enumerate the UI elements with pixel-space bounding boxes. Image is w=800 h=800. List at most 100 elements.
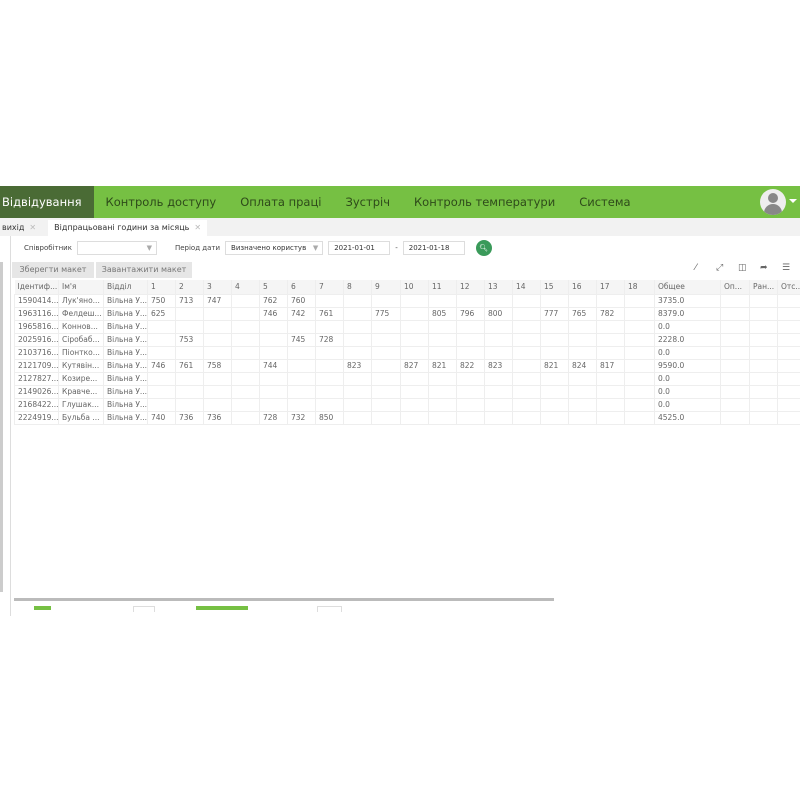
- table-cell: 822: [456, 358, 485, 373]
- column-header[interactable]: 1: [147, 280, 176, 294]
- table-cell: [540, 319, 569, 334]
- table-cell: [720, 345, 750, 360]
- table-cell: [456, 319, 485, 334]
- table-row[interactable]: 2025916... Сіробаб... Вільна У... 753 745 728…: [14, 332, 800, 347]
- table-cell: [231, 384, 260, 399]
- table-cell: Вільна У...: [103, 306, 148, 321]
- table-cell: [315, 384, 344, 399]
- table-cell: [624, 319, 655, 334]
- chevron-down-icon[interactable]: [789, 199, 797, 207]
- date-from-input[interactable]: 2021-01-01: [328, 241, 391, 255]
- tab-monthly-hours[interactable]: Відпрацьовані години за місяць ✕: [48, 220, 208, 236]
- table-row[interactable]: 1963116... Фелдеш... Вільна У... 625 746 742 7…: [14, 306, 800, 321]
- table-cell: 625: [147, 306, 176, 321]
- nav-meeting[interactable]: Зустріч: [345, 195, 391, 209]
- table-cell: 736: [203, 410, 232, 425]
- left-scrollbar[interactable]: [0, 262, 3, 592]
- table-row[interactable]: 2168422... Глушак... Вільна У... 0.0: [14, 397, 800, 412]
- nav-attendance[interactable]: Відвідування: [0, 186, 94, 218]
- user-avatar-icon[interactable]: [760, 189, 786, 215]
- table-cell: 746: [147, 358, 176, 373]
- table-row[interactable]: 1590414... Лук'яно... Вільна У... 750 713 747…: [14, 293, 800, 308]
- tab-exit[interactable]: вихід ✕: [0, 220, 42, 236]
- save-layout-button[interactable]: Зберегти макет: [12, 262, 94, 278]
- column-header[interactable]: 13: [484, 280, 513, 294]
- table-cell: [287, 397, 316, 412]
- table-cell: [287, 319, 316, 334]
- nav-payroll[interactable]: Оплата праці: [240, 195, 322, 209]
- column-header[interactable]: 6: [287, 280, 316, 294]
- table-cell: [540, 371, 569, 386]
- close-icon[interactable]: ✕: [29, 223, 37, 232]
- table-cell: [596, 397, 625, 412]
- table-cell: [343, 332, 372, 347]
- settings-sliders-icon[interactable]: ☰: [782, 263, 791, 273]
- table-row[interactable]: 2121709... Кутявін... Вільна У... 746 761 758…: [14, 358, 800, 373]
- table-row[interactable]: 2149026... Кравче... Вільна У... 0.0: [14, 384, 800, 399]
- table-cell: 2224919...: [14, 410, 59, 425]
- column-header[interactable]: 11: [428, 280, 457, 294]
- column-header[interactable]: Ран...: [749, 280, 778, 294]
- table-cell: [720, 384, 750, 399]
- nav-access-control[interactable]: Контроль доступу: [105, 195, 217, 209]
- column-header[interactable]: 17: [596, 280, 625, 294]
- column-header[interactable]: 8: [343, 280, 372, 294]
- column-header[interactable]: 4: [231, 280, 260, 294]
- column-header[interactable]: 9: [371, 280, 401, 294]
- table-row[interactable]: 1965816... Коннов... Вільна У... 0.0: [14, 319, 800, 334]
- table-cell: 732: [287, 410, 316, 425]
- table-cell: 9590.0: [654, 358, 721, 373]
- column-header[interactable]: 12: [456, 280, 485, 294]
- table-cell: [231, 371, 260, 386]
- date-to-input[interactable]: 2021-01-18: [402, 241, 465, 255]
- column-header[interactable]: 5: [259, 280, 288, 294]
- nav-temperature-control[interactable]: Контроль температури: [414, 195, 556, 209]
- nav-system[interactable]: Система: [579, 195, 631, 209]
- table-cell: 746: [259, 306, 288, 321]
- close-icon[interactable]: ✕: [194, 223, 202, 232]
- table-cell: [596, 410, 625, 425]
- page-size-select[interactable]: [317, 606, 342, 612]
- table-cell: [596, 384, 625, 399]
- share-icon[interactable]: ➦: [760, 263, 768, 273]
- column-header[interactable]: Отс...: [777, 280, 800, 294]
- pagination-prev[interactable]: [34, 606, 51, 610]
- employee-select[interactable]: ▼: [76, 241, 157, 255]
- table-cell: 736: [175, 410, 204, 425]
- table-cell: [231, 293, 260, 308]
- column-header[interactable]: 7: [315, 280, 344, 294]
- horizontal-scrollbar[interactable]: [14, 598, 554, 601]
- column-header[interactable]: Відділ: [103, 280, 148, 294]
- column-header[interactable]: 2: [175, 280, 204, 294]
- search-button[interactable]: 🔍︎: [475, 240, 492, 256]
- table-cell: 777: [540, 306, 569, 321]
- pagination-bar[interactable]: [196, 606, 248, 610]
- column-header[interactable]: 14: [512, 280, 541, 294]
- table-cell: [720, 358, 750, 373]
- table-row[interactable]: 2103716... Піонтко... Вільна У... 0.0: [14, 345, 800, 360]
- table-cell: 782: [596, 306, 625, 321]
- column-header[interactable]: 10: [400, 280, 429, 294]
- table-cell: [624, 358, 655, 373]
- column-header[interactable]: 15: [540, 280, 569, 294]
- load-layout-button[interactable]: Завантажити макет: [96, 262, 192, 278]
- table-row[interactable]: 2127827... Козире... Вільна У... 0.0: [14, 371, 800, 386]
- table-cell: [568, 293, 597, 308]
- column-header[interactable]: 18: [624, 280, 655, 294]
- period-select[interactable]: Визначено користув ▼: [225, 241, 324, 255]
- magic-wand-icon[interactable]: ⁄: [695, 263, 697, 273]
- column-header[interactable]: Оп...: [720, 280, 750, 294]
- column-header[interactable]: Общее: [654, 280, 721, 294]
- table-row[interactable]: 2224919... Бульба ... Вільна У... 740 736 736…: [14, 410, 800, 425]
- column-header[interactable]: 3: [203, 280, 232, 294]
- table-cell: [512, 306, 541, 321]
- page-input[interactable]: [133, 606, 155, 612]
- column-header[interactable]: Ідентиф...: [14, 280, 59, 294]
- columns-icon[interactable]: ◫: [738, 263, 747, 273]
- table-cell: [315, 371, 344, 386]
- table-cell: Вільна У...: [103, 410, 148, 425]
- column-header[interactable]: 16: [568, 280, 597, 294]
- expand-icon[interactable]: ⤢: [716, 263, 724, 273]
- table-cell: Вільна У...: [103, 371, 148, 386]
- column-header[interactable]: Ім'я: [58, 280, 104, 294]
